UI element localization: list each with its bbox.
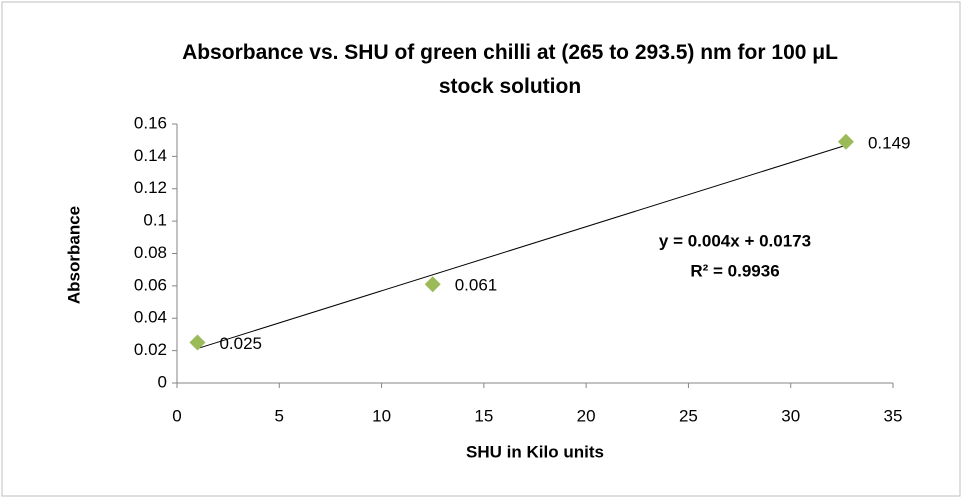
data-label: 0.149: [868, 133, 911, 152]
y-tick-label: 0.12: [134, 178, 167, 197]
y-tick-label: 0.1: [143, 211, 167, 230]
y-tick-label: 0.16: [134, 113, 167, 132]
x-tick-label: 0: [172, 406, 181, 425]
y-tick-label: 0.04: [134, 308, 167, 327]
data-label: 0.061: [455, 276, 498, 295]
x-tick-label: 10: [372, 406, 391, 425]
y-tick-label: 0.08: [134, 243, 167, 262]
x-tick-label: 25: [679, 406, 698, 425]
y-tick-label: 0: [158, 372, 167, 391]
point: [837, 133, 854, 150]
trendline: [197, 144, 847, 350]
chart-title: Absorbance vs. SHU of green chilli at (2…: [182, 41, 838, 98]
y-tick-label: 0.14: [134, 146, 167, 165]
point: [424, 276, 441, 293]
data-label: 0.025: [219, 334, 262, 353]
equation: y = 0.004x + 0.0173: [659, 231, 811, 250]
y-tick-label: 0.06: [134, 275, 167, 294]
point: [189, 334, 206, 351]
x-tick-label: 30: [781, 406, 800, 425]
y-tick-label: 0.02: [134, 340, 167, 359]
x-tick-label: 5: [275, 406, 284, 425]
x-axis-label: SHU in Kilo units: [466, 442, 604, 461]
x-tick-label: 35: [884, 406, 903, 425]
r-squared: R² = 0.9936: [690, 261, 779, 280]
x-tick-label: 15: [474, 406, 493, 425]
y-axis-label: Absorbance: [64, 206, 83, 304]
x-tick-label: 20: [577, 406, 596, 425]
